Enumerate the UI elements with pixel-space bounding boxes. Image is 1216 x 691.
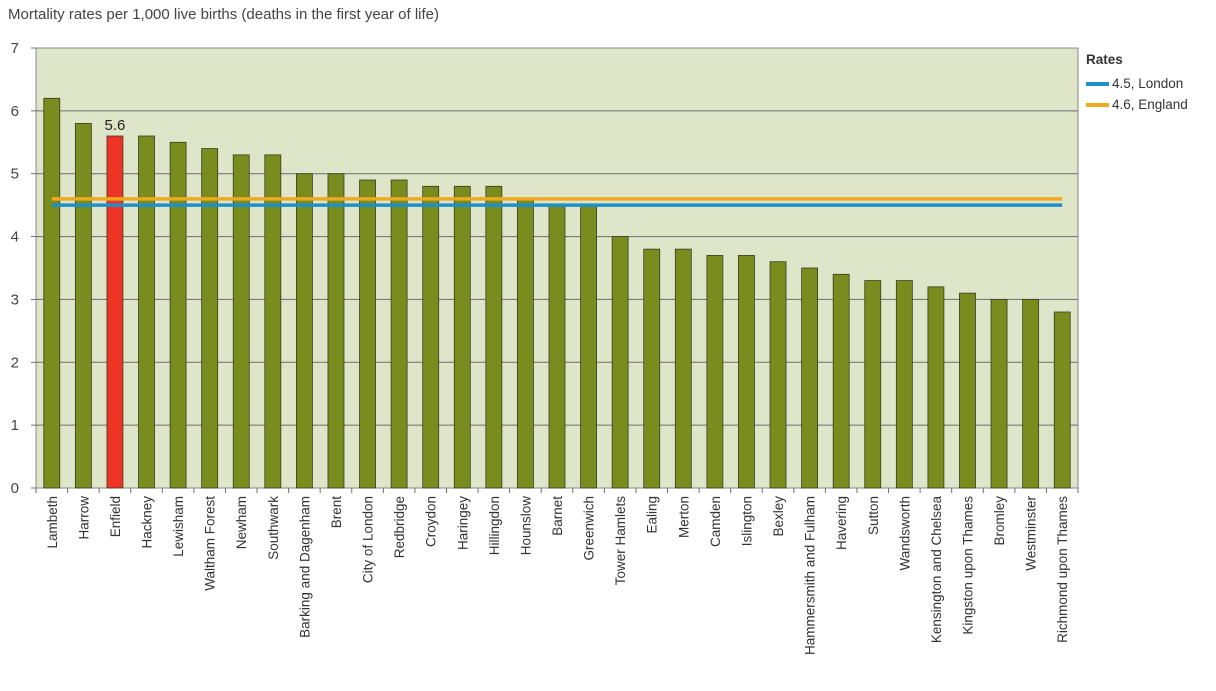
y-tick-label: 1 (11, 417, 19, 434)
x-tick-label: Lewisham (171, 496, 186, 557)
reference-lines (51, 197, 1063, 207)
x-tick-label: Waltham Forest (203, 496, 218, 591)
x-tick-label: Haringey (455, 496, 470, 550)
x-tick-label: Islington (739, 496, 754, 546)
bar (801, 267, 819, 489)
bar (832, 273, 850, 489)
bar (548, 204, 566, 489)
x-tick-label: Croydon (424, 496, 439, 547)
legend-swatch-england (1086, 102, 1109, 107)
bar (453, 185, 471, 489)
x-tick-label: Tower Hamlets (613, 496, 628, 586)
x-tick-label: Harrow (76, 496, 91, 540)
legend-label-london: 4.5, London (1112, 76, 1184, 91)
bar (485, 185, 503, 489)
x-tick-label: Southwark (266, 496, 281, 560)
x-tick-label: Newham (234, 496, 249, 549)
bar (738, 255, 755, 489)
x-tick-label: Westminster (1024, 495, 1039, 570)
x-tick-label: Enfield (108, 496, 123, 537)
y-tick-label: 2 (11, 354, 19, 371)
x-tick-label: Bromley (992, 496, 1007, 546)
bar (864, 280, 882, 489)
bar (43, 97, 61, 489)
bar (927, 286, 945, 489)
bar (327, 173, 345, 489)
x-tick-label: Hackney (140, 496, 155, 549)
legend-item-england: 4.6, England (1086, 94, 1188, 115)
legend: Rates 4.5, London 4.6, England (1086, 52, 1188, 115)
bar (390, 179, 408, 489)
x-tick-label: City of London (361, 496, 376, 583)
y-tick-label: 4 (11, 229, 19, 246)
x-tick-label: Bexley (771, 496, 786, 537)
bar (517, 198, 534, 489)
bar (422, 185, 440, 489)
x-tick-label: Hounslow (518, 496, 533, 556)
y-tick-label: 6 (11, 103, 19, 120)
x-tick-label: Hammersmith and Fulham (803, 496, 818, 655)
bar (769, 261, 787, 489)
chart-title: Mortality rates per 1,000 live births (d… (8, 6, 440, 23)
x-tick-label: Barnet (550, 496, 565, 536)
x-tick-label: Barking and Dagenham (297, 496, 312, 638)
y-tick-label: 7 (11, 40, 19, 57)
bar (706, 255, 724, 489)
bar (895, 280, 913, 489)
x-tick-label: Redbridge (392, 496, 407, 558)
y-tick-label: 3 (11, 291, 19, 308)
x-tick-label: Brent (329, 496, 344, 529)
x-tick-label: Ealing (645, 496, 660, 534)
x-tick-label: Havering (834, 496, 849, 550)
bar (138, 135, 155, 489)
bar (232, 154, 250, 489)
bar (580, 204, 597, 489)
x-tick-label: Hillingdon (487, 496, 502, 555)
bar (674, 248, 692, 489)
bar (169, 141, 187, 489)
bar (264, 154, 282, 489)
legend-item-london: 4.5, London (1086, 73, 1188, 94)
x-tick-label: Sutton (866, 496, 881, 535)
bar (359, 179, 376, 489)
legend-label-england: 4.6, England (1112, 97, 1188, 112)
bar (74, 123, 92, 489)
x-tick-label: Kensington and Chelsea (929, 496, 944, 644)
bar (1053, 311, 1071, 489)
x-tick-label: Richmond upon Thames (1055, 496, 1070, 643)
x-tick-label: Wandsworth (897, 496, 912, 571)
legend-swatch-london (1086, 81, 1109, 86)
bar (611, 236, 629, 489)
x-tick-label: Camden (708, 496, 723, 547)
x-tick-label: Merton (676, 496, 691, 538)
bar (106, 135, 124, 489)
x-tick-label: Greenwich (582, 496, 597, 561)
bars (43, 97, 1071, 489)
legend-title: Rates (1086, 52, 1123, 67)
y-tick-label: 5 (11, 166, 19, 183)
bar (990, 299, 1008, 489)
x-tick-label: Kingston upon Thames (960, 496, 975, 635)
bar (643, 248, 661, 489)
bar (295, 173, 313, 489)
bar (201, 148, 219, 489)
bar (1022, 299, 1040, 489)
labels: 0 1 2 3 4 5 6 7 Lambeth Harrow Enfield Hackney Lewis… (11, 40, 1071, 655)
x-tick-label: Lambeth (45, 496, 60, 549)
y-tick-label: 0 (11, 480, 19, 497)
bar (959, 292, 976, 489)
data-label: 5.6 (105, 117, 126, 134)
